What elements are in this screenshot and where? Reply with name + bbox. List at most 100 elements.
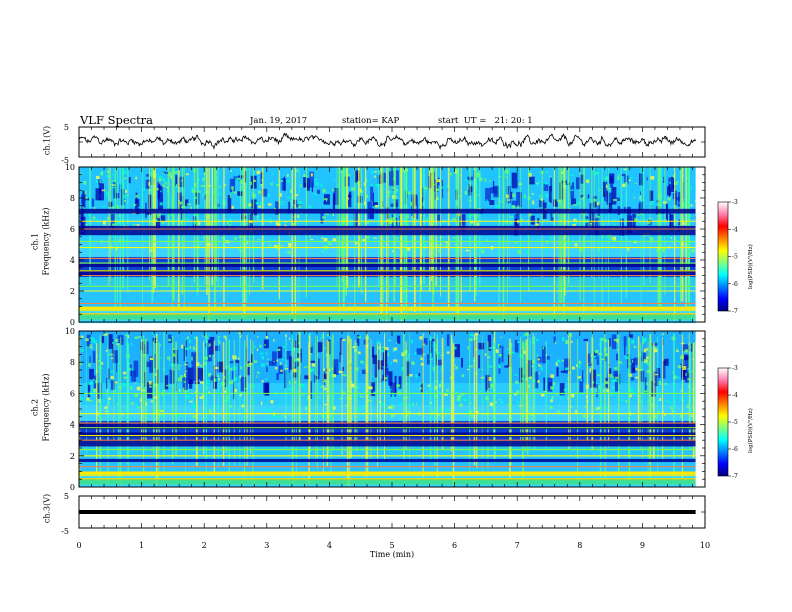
spec1-speckle [424,190,427,194]
spec1-speckle [529,214,532,217]
spec2-speckle [638,368,642,371]
spec1-speckle [363,182,365,186]
spec2-speckle [363,414,367,416]
spec2-cell [339,352,341,363]
spec2-speckle [159,344,161,347]
spec2-speckle [301,383,305,388]
spec2-speckle [487,388,491,390]
spec2-cell [631,358,636,374]
spec1-speckle [310,173,313,177]
spec2-cell [594,352,598,356]
spec2-speckle [456,397,461,402]
spec2-speckle [613,378,616,382]
spec2-speckle [148,381,152,385]
time-tick-label: 1 [139,541,144,550]
spec2-cell [382,374,384,381]
spec1-speckle [476,173,481,178]
spec2-speckle [538,372,540,375]
spec1-speckle [452,237,456,239]
spec1-speckle [240,185,242,190]
spec1-speckle [270,221,272,223]
spec1-speckle [112,206,115,210]
spec1-speckle [200,242,202,244]
spec1-cell [148,194,153,208]
spec1-speckle [478,177,483,182]
spec1-speckle [348,173,351,177]
spec1-speckle [279,193,282,197]
spec1-speckle [255,201,260,205]
spec1-cell [493,185,500,198]
spec2-speckle [666,399,670,403]
spec1-speckle [396,237,399,240]
spec1-speckle [608,188,611,190]
spec2-speckle [670,406,674,410]
spec1-speckle [230,169,233,172]
spec2-cell [309,381,313,399]
spec2-speckle [601,337,604,341]
spec2-lf-band [79,479,696,485]
spec2-speckle [193,348,197,350]
spec2-speckle [192,415,196,419]
spec1-speckle [282,201,284,203]
spec2-row [79,355,696,358]
spec2-speckle [362,363,366,365]
spec1-speckle [197,245,201,248]
spec2-speckle [265,363,269,365]
spec1-speckle [112,223,116,226]
spec1-speckle [349,222,353,225]
colorbar2-tick-label: -6 [732,446,738,453]
spec2-speckle [173,348,176,351]
spec2-speckle [676,376,680,379]
spec1-speckle [100,171,104,176]
spec1-cell [162,171,169,174]
spec1-speckle [137,207,141,209]
spec2-speckle [477,409,480,411]
spec1-speckle [276,184,280,186]
spec2-cell [363,339,367,345]
spec1-speckle [106,174,111,178]
spec2-speckle [676,348,679,351]
spec2-speckle [616,338,619,343]
time-tick-label: 2 [202,541,207,550]
spec2-speckle [446,389,449,392]
spec2-cell [191,352,197,366]
spec2-speckle [128,362,132,365]
spec1-speckle [160,190,162,193]
spec2-speckle [86,397,90,401]
spec2-row [79,395,696,398]
spec2-speckle [686,404,689,408]
spec2-speckle [305,406,307,411]
spec2-speckle [469,338,473,342]
spec1-speckle [132,224,137,226]
spec2-speckle [387,352,390,357]
spec1-cell [353,211,358,227]
spec2-speckle [368,386,373,390]
spec2-cell [587,363,594,366]
spec2-speckle [110,370,114,373]
spec2-speckle [260,352,264,355]
spec1-speckle [155,173,158,175]
spec1-speckle [250,235,253,238]
spec2-speckle [93,388,97,393]
spec2-speckle [189,345,192,350]
spec2-row [79,485,696,488]
spec2-speckle [329,368,331,372]
spec2-speckle [166,356,171,360]
spec2-speckle [276,359,278,362]
spec2-cell [213,377,218,389]
spec2-speckle [324,403,327,406]
spec2-speckle [654,414,657,419]
spec2-speckle [659,334,662,336]
spec1-cell [175,175,178,186]
spec2-speckle [134,382,138,384]
spec1-speckle [229,224,232,226]
spec2-speckle [332,406,336,410]
spec1-cell [396,203,398,212]
spec2-speckle [257,335,259,338]
spec1-dark-band [79,263,696,267]
spec1-tick-label: 2 [70,287,75,296]
spec2-speckle [385,347,389,351]
spec1-cell [485,188,491,202]
spec2-speckle [550,399,553,403]
spec2-speckle [318,396,321,399]
